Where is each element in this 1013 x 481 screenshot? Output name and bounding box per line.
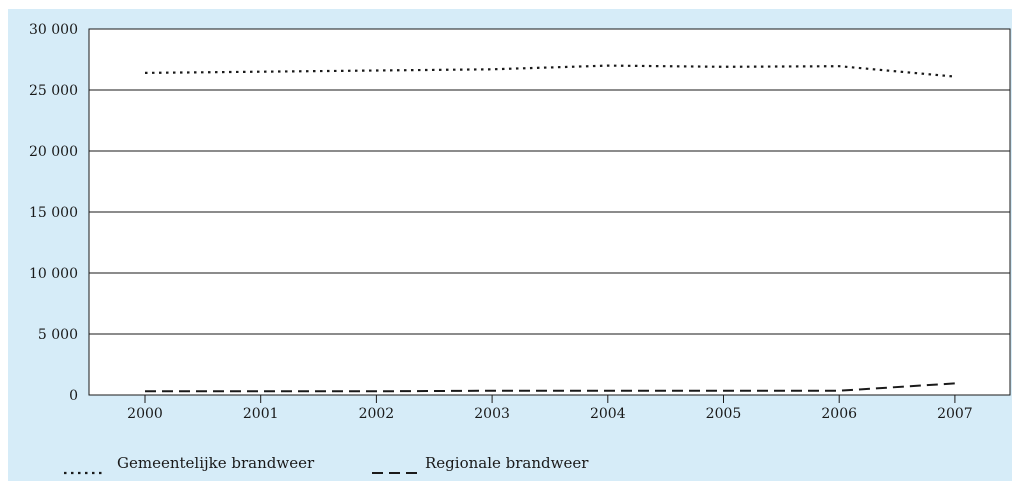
legend: Gemeentelijke brandweer Regionale brandwe… <box>64 454 589 475</box>
y-tick-label: 0 <box>69 388 78 404</box>
y-tick-label: 25 000 <box>29 83 78 99</box>
x-tick-label: 2007 <box>937 406 973 422</box>
x-tick-label: 2006 <box>821 406 857 422</box>
x-tick-label: 2003 <box>474 406 510 422</box>
y-tick-label: 5 000 <box>38 327 78 343</box>
x-tick-label: 2001 <box>243 406 279 422</box>
y-tick-label: 10 000 <box>29 266 78 282</box>
y-tick-label: 15 000 <box>29 205 78 221</box>
y-axis-ticks: 0 5 000 10 000 15 000 20 000 25 000 30 000 <box>29 22 78 404</box>
x-tick-label: 2000 <box>127 406 163 422</box>
x-tick-label: 2004 <box>590 406 626 422</box>
y-tick-label: 20 000 <box>29 144 78 160</box>
series-lines <box>144 64 955 393</box>
x-tick-label: 2005 <box>706 406 742 422</box>
series-line-dotted <box>144 64 955 78</box>
x-tick-label: 2002 <box>359 406 395 422</box>
legend-label: Regionale brandweer <box>425 454 589 472</box>
x-axis-ticks: 2000 2001 2002 2003 2004 2005 2006 2007 <box>127 395 973 422</box>
legend-label: Gemeentelijke brandweer <box>117 454 315 472</box>
y-tick-label: 30 000 <box>29 22 78 38</box>
gridlines <box>89 89 1010 335</box>
